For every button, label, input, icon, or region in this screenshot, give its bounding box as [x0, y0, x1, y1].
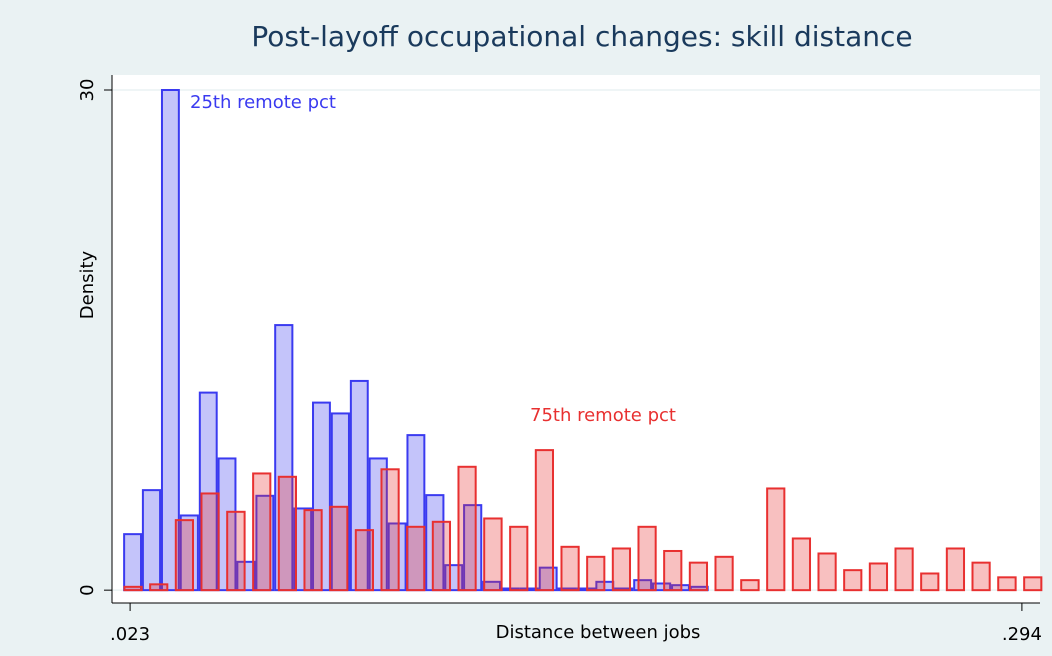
- bar: [457, 465, 477, 592]
- bar: [160, 89, 180, 592]
- bar: [843, 569, 863, 592]
- bar: [200, 492, 220, 592]
- bar: [651, 582, 672, 592]
- bar: [303, 509, 323, 592]
- chart-title: Post-layoff occupational changes: skill …: [251, 20, 912, 53]
- bar: [149, 583, 169, 592]
- bar: [252, 472, 272, 592]
- bar: [740, 579, 760, 592]
- bar: [663, 549, 683, 592]
- bar: [141, 489, 162, 592]
- annotation: 75th remote pct: [530, 405, 676, 426]
- bar: [123, 585, 143, 592]
- bar: [791, 537, 812, 592]
- bar: [997, 576, 1017, 592]
- bar: [817, 552, 837, 592]
- y-axis-title: Density: [77, 250, 98, 319]
- bar: [354, 529, 375, 592]
- x-axis-title: Distance between jobs: [496, 622, 701, 643]
- bar: [868, 562, 889, 592]
- bar: [226, 510, 246, 592]
- y-tick-label: 30: [77, 79, 98, 102]
- bar: [277, 475, 297, 592]
- bar: [586, 555, 606, 592]
- bar: [714, 555, 734, 592]
- bar: [431, 520, 452, 592]
- bar: [945, 547, 966, 592]
- bar: [483, 517, 503, 592]
- bar: [560, 545, 580, 592]
- bar: [894, 547, 914, 592]
- bar: [174, 519, 194, 592]
- bar: [766, 487, 786, 592]
- bar: [611, 547, 632, 592]
- bar: [534, 449, 555, 592]
- x-tick-label: .294: [1002, 624, 1042, 645]
- bar: [1023, 576, 1043, 592]
- bar: [920, 572, 940, 592]
- bar: [236, 560, 256, 592]
- x-tick-label: .023: [110, 624, 150, 645]
- annotation: 25th remote pct: [190, 92, 336, 113]
- bar: [637, 525, 657, 592]
- bar: [123, 533, 143, 592]
- bar: [380, 468, 400, 592]
- plot-area: [112, 75, 1040, 603]
- bar: [329, 505, 349, 592]
- bar: [971, 561, 991, 592]
- bar: [509, 525, 529, 592]
- y-tick-label: 0: [77, 584, 98, 595]
- bar: [406, 525, 426, 592]
- bar: [293, 507, 313, 592]
- bar: [688, 561, 709, 592]
